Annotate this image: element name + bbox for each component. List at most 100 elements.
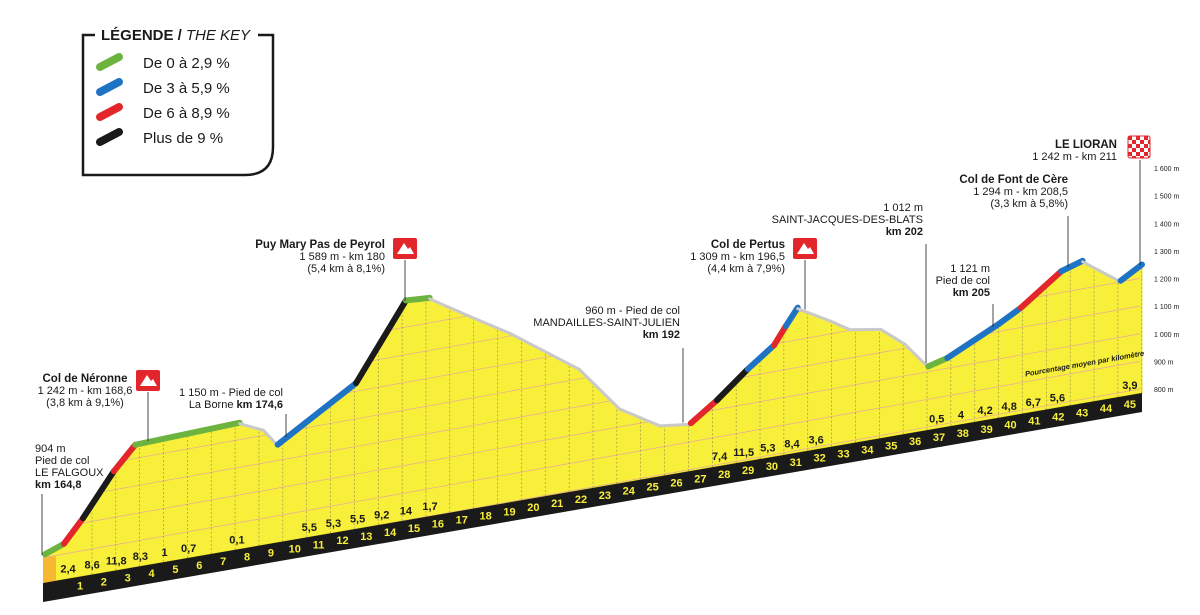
y-tick-label: 1 200 m [1154,277,1179,284]
gradient-label: 1,7 [422,501,437,513]
gradient-label: 2,4 [60,564,76,576]
annotation-line: Pied de col [936,275,990,287]
km-label: 29 [742,465,754,477]
km-label: 5 [172,564,178,576]
gradient-label: 11,8 [106,555,127,567]
km-label: 18 [479,510,491,522]
gradient-label: 5,3 [326,518,341,530]
legend-swatch [96,103,123,121]
km-label: 23 [599,490,611,502]
annotation-line: 1 309 m - km 196,5 [690,251,785,263]
annotation-text: 1 589 m - km 180 [299,251,385,263]
y-tick-label: 1 500 m [1154,194,1179,201]
annotation-text: 1 242 m - km 211 [1032,151,1117,163]
annotation-text: 904 m [35,443,66,455]
annotation-text: (5,4 km à 8,1%) [307,263,385,275]
legend: LÉGENDE / THE KEY De 0 à 2,9 % De 3 à 5,9 … [81,27,275,177]
slope-segment [658,422,693,428]
gradient-label: 8,4 [784,439,800,451]
km-label: 22 [575,494,587,506]
annotation-line: SAINT-JACQUES-DES-BLATS [772,214,923,226]
annotation-text: SAINT-JACQUES-DES-BLATS [772,214,923,226]
annotation-text: 1 121 m [950,263,990,275]
legend-label: Plus de 9 % [143,130,223,147]
slope-segment [903,342,930,369]
annotation-line: 1 012 m [883,202,923,214]
annotation-text: 960 m - Pied de col [585,305,680,317]
gradient-label: 5,5 [302,522,317,534]
slope-segment [1058,257,1086,275]
annotation-title: LE LIORAN [1055,139,1117,151]
slope-segment [274,380,360,448]
annotation-text: MANDAILLES-SAINT-JULIEN [533,317,680,329]
km-label: 45 [1124,399,1136,411]
y-tick-label: 800 m [1154,387,1174,394]
annotation-text: LE FALGOUX [35,467,104,479]
km-label: 37 [933,432,945,444]
legend-swatch [96,128,123,146]
km-label: 21 [551,498,563,510]
annotation-text: (3,8 km à 9,1%) [46,397,124,409]
annotation-line: LE FALGOUX [35,467,104,479]
start-side [43,556,56,583]
km-label: 35 [885,440,897,452]
gradient-label: 9,2 [374,509,389,521]
gradient-label: 8,6 [84,560,99,572]
gradient-label: 0,5 [929,413,944,425]
annotation-line: Pied de col [35,455,89,467]
slope-segment [238,422,265,432]
gradient-label: 6,7 [1026,397,1041,409]
legend-title: LÉGENDE / THE KEY [101,27,251,44]
annotation-line: (5,4 km à 8,1%) [307,263,385,275]
annotation-text: (4,4 km à 7,9%) [707,263,785,275]
annotation-text: 1 012 m [883,202,923,214]
annotation-title: Puy Mary Pas de Peyrol [255,239,385,251]
annotation-line: 1 589 m - km 180 [299,251,385,263]
annotation-text: 1 309 m - km 196,5 [690,251,785,263]
km-label: 6 [196,560,202,572]
km-label: 43 [1076,407,1088,419]
gradient-label: 5,6 [1050,393,1065,405]
slope-segment [996,304,1024,327]
slope-segment [402,294,433,304]
annotation-text: km 164,8 [35,479,81,491]
gradient-label: 5,5 [350,514,365,526]
gradient-label: 3,9 [1122,380,1137,392]
km-label: 10 [289,543,301,555]
gradient-label: 4 [958,409,965,421]
km-label: 20 [527,502,539,514]
slope-segment [796,307,833,323]
annotation-text: 1 242 m - km 168,6 [38,385,133,397]
gradient-label: 0,7 [181,543,196,555]
annotation-line: (4,4 km à 7,9%) [707,263,785,275]
annotation-text: km 192 [643,329,680,341]
annotation-text: La Borne [189,399,237,411]
grid-line [45,361,1141,558]
slope-segment [782,304,801,330]
col-flag-icon [140,375,157,386]
km-label: 34 [861,444,874,456]
gradient-label: 3,6 [808,434,823,446]
km-label: 3 [125,572,131,584]
annotation-line: 1 294 m - km 208,5 [973,186,1068,198]
finish-flag [1127,135,1151,159]
legend-subtitle: THE KEY [186,27,251,44]
y-tick-label: 1 600 m [1154,166,1179,173]
gradient-label: 4,2 [977,405,992,417]
annotation-line: (3,3 km à 5,8%) [990,198,1068,210]
km-label: 31 [790,457,802,469]
annotation-title: Col de Néronne [43,373,128,385]
y-tick-label: 900 m [1154,359,1174,366]
annotation-text: 1 150 m - Pied de col [179,387,283,399]
annotation-text: km 174,6 [237,399,283,411]
km-label: 36 [909,436,921,448]
annotation-text: Pied de col [936,275,990,287]
annotation-text: (3,3 km à 5,8%) [990,198,1068,210]
km-label: 39 [981,424,993,436]
km-label: 27 [694,473,706,485]
